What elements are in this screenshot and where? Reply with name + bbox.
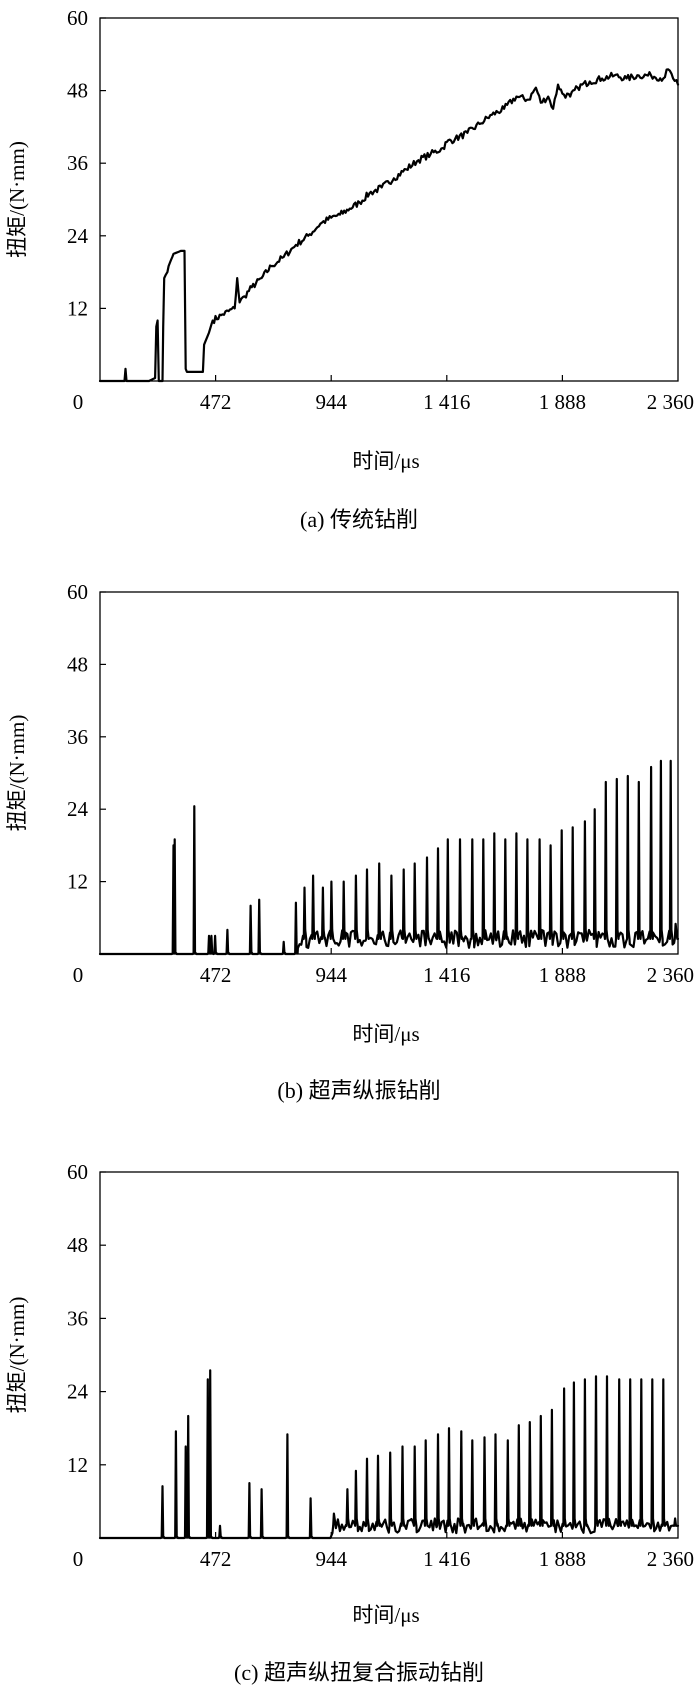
chart-caption: (a) 传统钻削 [300,507,418,532]
torque-series-line [98,68,680,383]
torque-series-line [98,759,680,956]
y-tick-label: 48 [67,79,88,103]
y-tick-label: 48 [67,652,88,676]
plot-frame [99,591,679,955]
y-tick-label: 60 [67,1160,88,1184]
chart-panel-a: 12 24 36 48 60 0 472 944 1 416 1 888 2 360 时间/μs 扭矩/… [5,6,694,532]
y-tick-label: 24 [67,797,89,821]
x-tick-label: 1 888 [539,963,586,987]
x-tick-label: 1 416 [423,963,470,987]
y-tick-label: 12 [67,296,88,320]
y-tick-label: 48 [67,1233,88,1257]
x-tick-label: 472 [200,390,232,414]
x-tick-label: 2 360 [647,1547,694,1571]
x-tick-label: 1 888 [539,390,586,414]
x-tick-label: 2 360 [647,963,694,987]
torque-series-line [98,1369,680,1540]
y-tick-label: 60 [67,6,88,30]
y-axis-title: 扭矩/(N·mm) [5,1297,29,1414]
x-tick-label: 2 360 [647,390,694,414]
x-tick-label: 472 [200,963,232,987]
x-tick-label: 1 416 [423,390,470,414]
y-tick-label: 24 [67,1380,89,1404]
chart-caption: (b) 超声纵振钻削 [277,1078,440,1103]
x-tick-label: 944 [315,963,347,987]
plot-frame [99,17,679,382]
y-axis-title: 扭矩/(N·mm) [5,141,29,258]
x-axis-title: 时间/μs [352,1022,419,1046]
y-tick-label: 36 [67,725,88,749]
x-axis-title: 时间/μs [352,449,419,473]
chart-panel-b: 12 24 36 48 60 0 472 944 1 416 1 888 2 360 时间/μs 扭矩/… [5,580,694,1103]
x-tick-label: 1 888 [539,1547,586,1571]
y-tick-label: 60 [67,580,88,604]
x-tick-label: 944 [315,390,347,414]
chart-caption: (c) 超声纵扭复合振动钻削 [234,1660,484,1685]
x-tick-label: 0 [73,1547,84,1571]
y-tick-label: 12 [67,870,88,894]
x-tick-label: 944 [315,1547,347,1571]
x-tick-label: 0 [73,963,84,987]
y-tick-label: 12 [67,1453,88,1477]
x-tick-label: 472 [200,1547,232,1571]
chart-panel-c: 12 24 36 48 60 0 472 944 1 416 1 888 2 360 时间/μs 扭矩/… [5,1160,694,1685]
x-tick-label: 1 416 [423,1547,470,1571]
y-tick-label: 36 [67,1306,88,1330]
x-axis-title: 时间/μs [352,1603,419,1627]
y-axis-title: 扭矩/(N·mm) [5,715,29,832]
x-tick-label: 0 [73,390,84,414]
plot-frame [99,1171,679,1539]
y-tick-label: 36 [67,151,88,175]
y-tick-label: 24 [67,224,89,248]
